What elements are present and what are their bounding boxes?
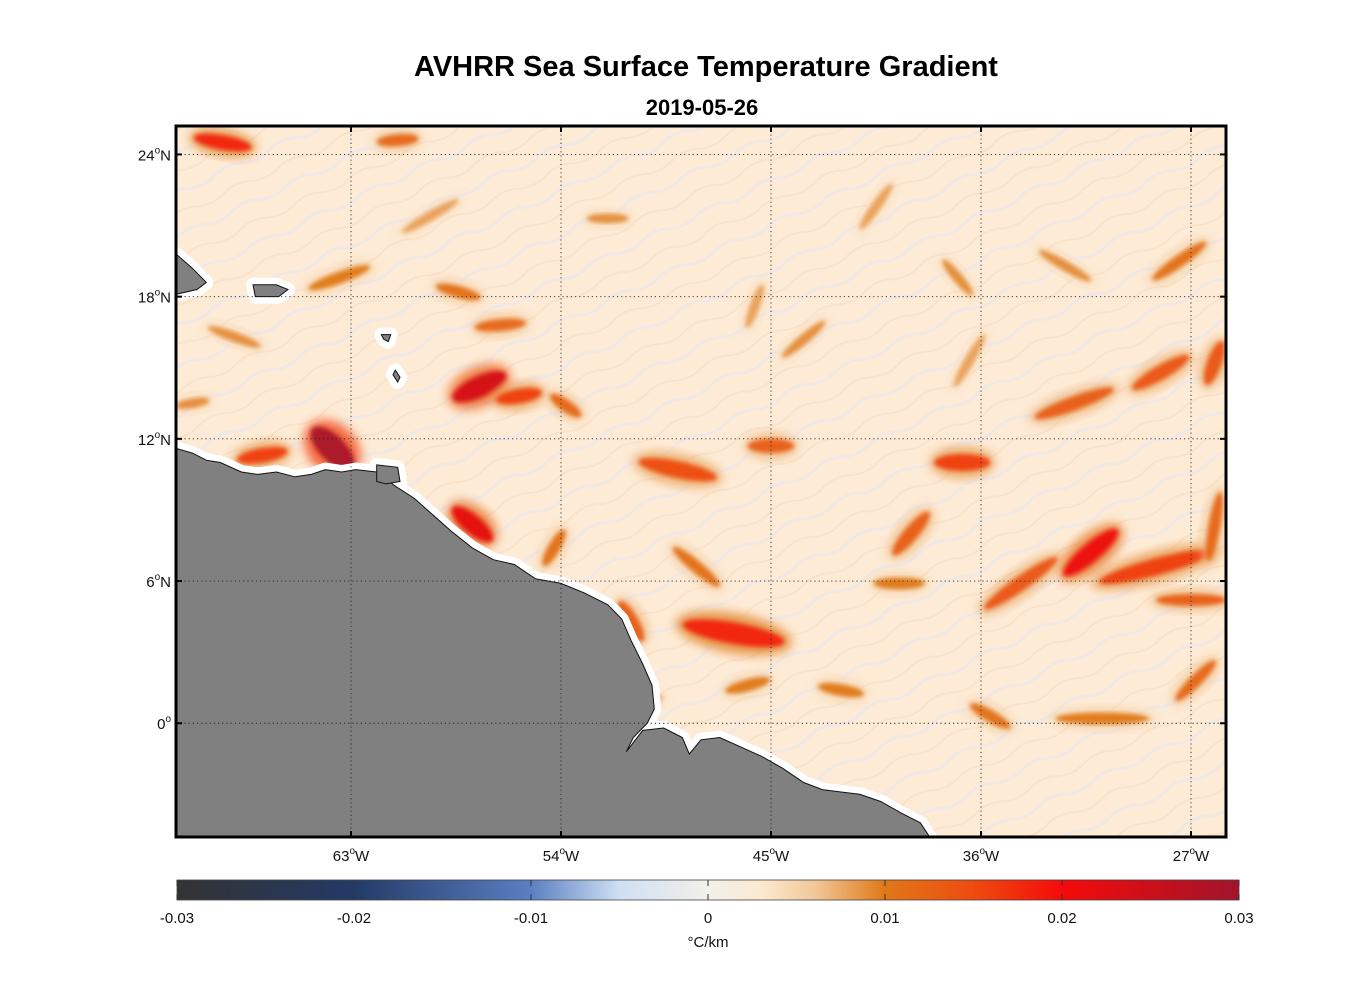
lon-label-45: 45oW (753, 846, 790, 865)
gradient-feature (1091, 543, 1221, 590)
graticule (176, 126, 1226, 837)
gradient-feature (1048, 707, 1156, 730)
gradient-feature (742, 280, 768, 332)
axis-ticks (176, 126, 1226, 837)
gradient-feature (373, 128, 422, 152)
lat-label-12: 12oN (138, 430, 171, 449)
colorbar: -0.03 -0.02 -0.01 0 0.01 0.02 0.03 °C/km (160, 879, 1254, 951)
colorbar-tick-label: -0.02 (337, 910, 371, 927)
land-layer (176, 247, 937, 837)
lat-label-18: 18oN (138, 288, 171, 307)
land-puerto-rico (252, 284, 290, 298)
lon-label-54: 54oW (543, 846, 580, 865)
gradient-feature (470, 313, 530, 337)
gradient-feature (939, 256, 977, 300)
gradient-feature (189, 128, 256, 157)
colorbar-tick-label: 0.01 (870, 910, 899, 927)
gradient-feature (1171, 656, 1220, 705)
gradient-feature (814, 678, 868, 702)
gradient-feature (1198, 337, 1226, 389)
colorbar-tick-label: -0.03 (160, 910, 194, 927)
gradient-feature (887, 507, 935, 560)
land-trinidad (376, 464, 401, 485)
lon-label-36: 36oW (963, 846, 1000, 865)
lon-label-63: 63oW (333, 846, 370, 865)
gradient-feature (1150, 588, 1226, 612)
gradient-feature (869, 572, 929, 595)
land-south-america-coast (176, 447, 931, 837)
gradient-feature (1028, 382, 1120, 425)
gradient-feature (1201, 486, 1226, 567)
gradient-feature (966, 699, 1015, 733)
gradient-feature (632, 451, 723, 488)
colorbar-ticks: -0.03 -0.02 -0.01 0 0.01 0.02 0.03 (160, 880, 1254, 927)
gradient-features (176, 128, 1226, 733)
gradient-feature (1147, 237, 1211, 285)
gradient-feature (1057, 523, 1124, 582)
gradient-feature (432, 279, 485, 305)
colorbar-unit-label: °C/km (688, 934, 729, 951)
gradient-feature (668, 542, 724, 591)
lon-label-27: 27oW (1173, 846, 1210, 865)
longitude-labels: 63oW 54oW 45oW 36oW 27oW (333, 846, 1210, 865)
gradient-feature (613, 597, 649, 646)
gradient-feature (538, 526, 570, 570)
colorbar-tick-label: 0 (704, 910, 712, 927)
latitude-labels: 24oN 18oN 12oN 6oN 0o (138, 145, 172, 733)
gradient-feature (721, 672, 774, 699)
gradient-feature (778, 317, 830, 362)
gradient-feature (546, 390, 585, 422)
gradient-feature (303, 419, 361, 477)
gradient-feature (950, 330, 989, 392)
gradient-feature (930, 447, 995, 478)
colorbar-tick-label: -0.01 (514, 910, 548, 927)
gradient-feature (1034, 246, 1096, 285)
gradient-feature (856, 179, 896, 234)
land-martinique (392, 369, 401, 384)
colorbar-tick-label: 0.03 (1224, 910, 1253, 927)
gradient-feature (303, 261, 375, 295)
gradient-feature (1127, 350, 1194, 395)
lat-label-24: 24oN (138, 145, 171, 164)
gradient-feature (397, 195, 464, 237)
map-subtitle: 2019-05-26 (646, 95, 759, 120)
map-title: AVHRR Sea Surface Temperature Gradient (414, 51, 998, 83)
map-frame (174, 124, 1228, 839)
map-area (176, 126, 1226, 837)
colorbar-tick-label: 0.02 (1047, 910, 1076, 927)
gradient-feature (203, 323, 265, 351)
land-guadeloupe (380, 334, 392, 343)
gradient-feature (233, 441, 292, 470)
gradient-feature (176, 393, 213, 413)
land-hispaniola-tip (176, 253, 208, 295)
lat-label-6: 6oN (146, 572, 171, 591)
gradient-feature (583, 209, 632, 228)
gradient-feature (492, 382, 546, 411)
gradient-feature (675, 611, 792, 656)
lat-label-0: 0o (157, 714, 171, 733)
gradient-feature (978, 552, 1064, 615)
